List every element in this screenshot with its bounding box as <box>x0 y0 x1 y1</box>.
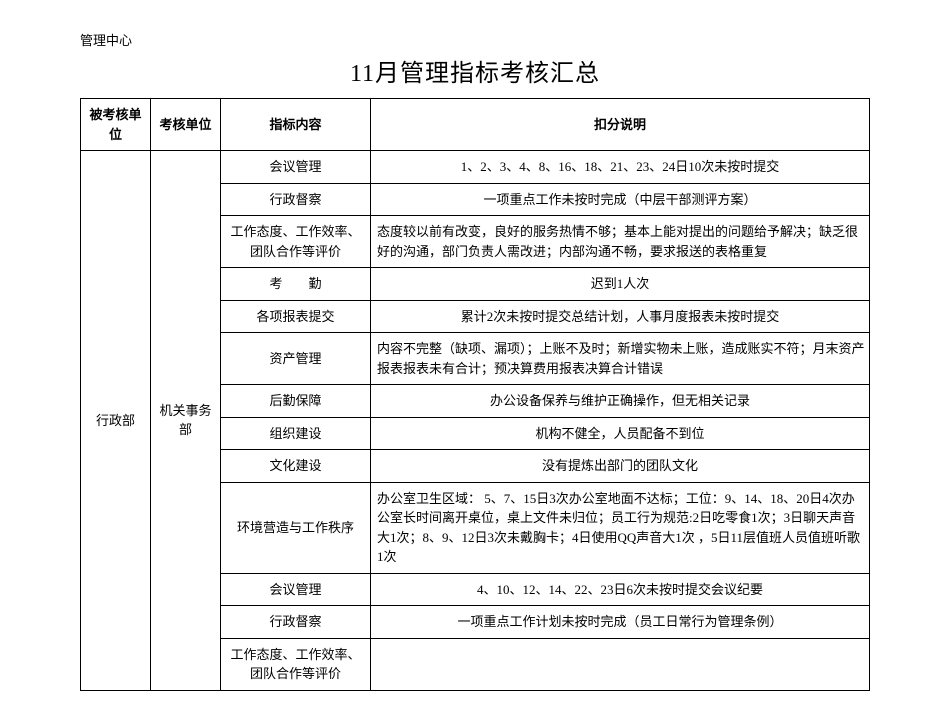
cell-indicator: 行政督察 <box>221 183 371 216</box>
cell-assessor: 机关事务部 <box>151 151 221 691</box>
page-title: 11月管理指标考核汇总 <box>80 53 870 88</box>
cell-unit: 行政部 <box>81 151 151 691</box>
col-header-unit: 被考核单位 <box>81 99 151 151</box>
cell-indicator: 文化建设 <box>221 450 371 483</box>
cell-indicator: 会议管理 <box>221 151 371 184</box>
cell-indicator: 行政督察 <box>221 606 371 639</box>
cell-desc: 一项重点工作未按时完成（中层干部测评方案） <box>371 183 870 216</box>
cell-indicator: 考 勤 <box>221 268 371 301</box>
cell-indicator: 后勤保障 <box>221 385 371 418</box>
cell-desc <box>371 638 870 690</box>
cell-desc: 一项重点工作计划未按时完成（员工日常行为管理条例） <box>371 606 870 639</box>
cell-desc: 内容不完整（缺项、漏项）；上账不及时；新增实物未上账，造成账实不符；月末资产报表… <box>371 333 870 385</box>
cell-indicator: 组织建设 <box>221 417 371 450</box>
table-header-row: 被考核单位 考核单位 指标内容 扣分说明 <box>81 99 870 151</box>
cell-indicator: 环境营造与工作秩序 <box>221 482 371 573</box>
col-header-desc: 扣分说明 <box>371 99 870 151</box>
cell-indicator: 各项报表提交 <box>221 300 371 333</box>
col-header-indicator: 指标内容 <box>221 99 371 151</box>
table-row: 行政部 机关事务部 会议管理 1、2、3、4、8、16、18、21、23、24日… <box>81 151 870 184</box>
cell-desc: 累计2次未按时提交总结计划，人事月度报表未按时提交 <box>371 300 870 333</box>
header-label: 管理中心 <box>80 30 870 49</box>
cell-desc: 态度较以前有改变，良好的服务热情不够；基本上能对提出的问题给予解决；缺乏很好的沟… <box>371 216 870 268</box>
cell-desc: 1、2、3、4、8、16、18、21、23、24日10次未按时提交 <box>371 151 870 184</box>
col-header-assessor: 考核单位 <box>151 99 221 151</box>
cell-desc: 4、10、12、14、22、23日6次未按时提交会议纪要 <box>371 573 870 606</box>
cell-indicator: 资产管理 <box>221 333 371 385</box>
cell-desc: 办公室卫生区域： 5、7、15日3次办公室地面不达标；工位：9、14、18、20… <box>371 482 870 573</box>
cell-desc: 迟到1人次 <box>371 268 870 301</box>
cell-desc: 没有提炼出部门的团队文化 <box>371 450 870 483</box>
cell-desc: 机构不健全，人员配备不到位 <box>371 417 870 450</box>
assessment-table: 被考核单位 考核单位 指标内容 扣分说明 行政部 机关事务部 会议管理 1、2、… <box>80 98 870 691</box>
cell-indicator: 工作态度、工作效率、团队合作等评价 <box>221 216 371 268</box>
cell-indicator: 会议管理 <box>221 573 371 606</box>
cell-desc: 办公设备保养与维护正确操作，但无相关记录 <box>371 385 870 418</box>
cell-indicator: 工作态度、工作效率、团队合作等评价 <box>221 638 371 690</box>
